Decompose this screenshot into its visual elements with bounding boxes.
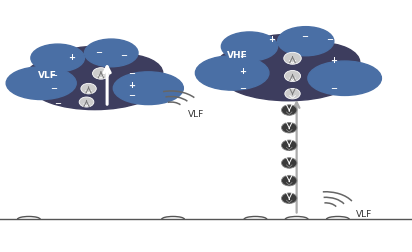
Text: +: + xyxy=(129,81,135,90)
Ellipse shape xyxy=(281,140,297,151)
Ellipse shape xyxy=(281,158,297,168)
Text: −: − xyxy=(120,51,127,60)
Ellipse shape xyxy=(31,44,84,72)
Ellipse shape xyxy=(221,32,278,61)
Polygon shape xyxy=(86,90,91,93)
Ellipse shape xyxy=(93,68,109,79)
Text: +: + xyxy=(330,56,337,65)
Text: +: + xyxy=(69,53,75,62)
Ellipse shape xyxy=(308,61,382,96)
Text: VHF: VHF xyxy=(227,51,247,60)
Polygon shape xyxy=(286,165,292,167)
Text: −: − xyxy=(50,71,57,80)
Polygon shape xyxy=(290,96,295,98)
Ellipse shape xyxy=(281,193,297,204)
Text: −: − xyxy=(96,48,102,57)
Polygon shape xyxy=(286,147,292,150)
Text: −: − xyxy=(326,35,333,44)
Ellipse shape xyxy=(278,27,334,56)
Ellipse shape xyxy=(284,71,301,81)
Polygon shape xyxy=(286,130,292,132)
Ellipse shape xyxy=(284,52,301,64)
Ellipse shape xyxy=(84,54,163,92)
Ellipse shape xyxy=(81,83,96,94)
Ellipse shape xyxy=(281,175,297,186)
Ellipse shape xyxy=(217,45,299,85)
Polygon shape xyxy=(289,60,295,63)
Text: VLF: VLF xyxy=(38,71,57,80)
Text: VLF: VLF xyxy=(187,110,204,119)
Polygon shape xyxy=(290,78,295,81)
Text: −: − xyxy=(240,84,246,93)
Ellipse shape xyxy=(278,43,360,82)
Ellipse shape xyxy=(221,50,356,101)
Text: −: − xyxy=(330,84,337,93)
Text: +: + xyxy=(269,35,275,44)
Text: −: − xyxy=(240,52,246,61)
Ellipse shape xyxy=(285,88,300,99)
Ellipse shape xyxy=(79,97,94,107)
Text: +: + xyxy=(240,67,246,76)
Ellipse shape xyxy=(6,67,76,100)
Ellipse shape xyxy=(195,56,269,90)
Text: VLF: VLF xyxy=(356,210,372,219)
Polygon shape xyxy=(286,112,292,114)
Text: −: − xyxy=(54,99,61,108)
Text: −: − xyxy=(129,69,135,78)
Ellipse shape xyxy=(56,47,126,79)
Text: −: − xyxy=(129,91,135,100)
Ellipse shape xyxy=(113,72,183,105)
Ellipse shape xyxy=(247,35,321,69)
Ellipse shape xyxy=(27,57,105,94)
Polygon shape xyxy=(286,200,292,203)
Ellipse shape xyxy=(84,39,138,67)
Polygon shape xyxy=(286,182,292,185)
Ellipse shape xyxy=(31,62,159,110)
Text: −: − xyxy=(302,32,308,41)
Ellipse shape xyxy=(281,105,297,115)
Polygon shape xyxy=(84,104,89,106)
Text: −: − xyxy=(50,84,57,93)
Ellipse shape xyxy=(281,122,297,133)
Polygon shape xyxy=(98,76,104,78)
